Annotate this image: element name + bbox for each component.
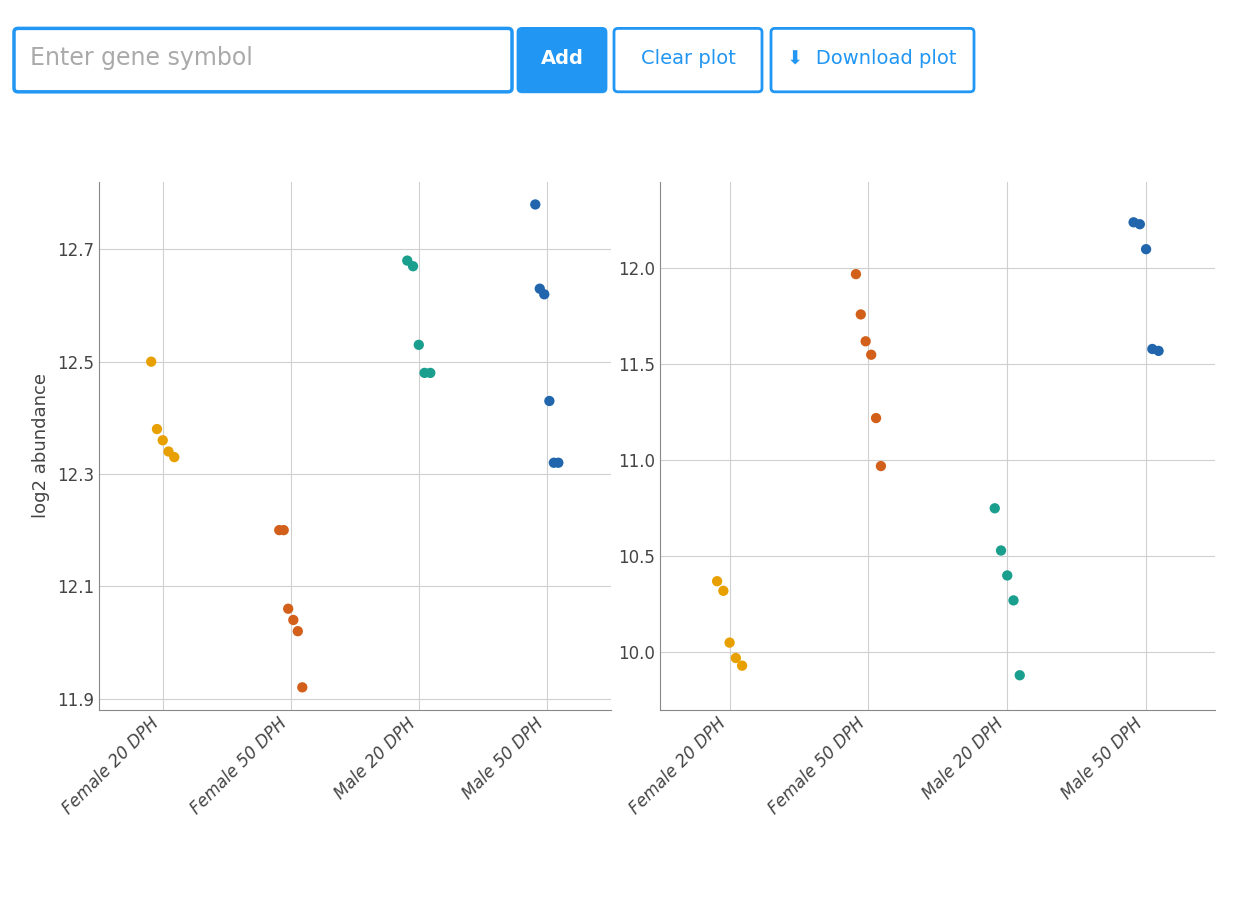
Point [851, 308, 871, 322]
Point [719, 635, 739, 650]
Point [847, 267, 866, 281]
Point [707, 574, 727, 589]
Point [404, 259, 423, 274]
Point [991, 543, 1011, 558]
Point [732, 658, 752, 672]
FancyBboxPatch shape [518, 28, 606, 92]
Point [142, 354, 162, 369]
Text: Add: Add [540, 49, 584, 67]
Point [1124, 215, 1144, 229]
Point [147, 421, 167, 436]
Point [415, 366, 434, 380]
Point [1143, 341, 1162, 356]
Point [726, 651, 745, 665]
Point [153, 433, 173, 448]
Point [856, 334, 876, 349]
Point [539, 394, 559, 409]
Point [279, 602, 299, 616]
Point [713, 583, 733, 598]
Point [292, 680, 312, 694]
Point [548, 456, 568, 470]
Text: ⬇  Download plot: ⬇ Download plot [787, 49, 956, 67]
Point [421, 366, 441, 380]
Point [997, 568, 1017, 582]
Point [1130, 217, 1150, 231]
Point [861, 348, 881, 362]
Point [397, 253, 417, 268]
Point [269, 523, 289, 538]
FancyBboxPatch shape [615, 28, 763, 92]
Point [866, 410, 886, 425]
Text: Enter gene symbol: Enter gene symbol [30, 46, 253, 70]
Text: LPL: LPL [914, 138, 961, 167]
Point [1003, 593, 1023, 608]
Y-axis label: log2 abundance: log2 abundance [32, 373, 49, 519]
Point [288, 624, 307, 639]
Point [985, 501, 1004, 516]
Point [408, 338, 428, 352]
Point [526, 197, 545, 212]
Point [534, 287, 554, 301]
Text: Clear plot: Clear plot [640, 49, 735, 67]
FancyBboxPatch shape [771, 28, 974, 92]
Point [159, 444, 179, 459]
Point [1149, 344, 1169, 359]
Point [871, 459, 891, 473]
FancyBboxPatch shape [14, 28, 512, 92]
Point [274, 523, 294, 538]
Point [164, 450, 184, 464]
Point [1137, 242, 1156, 257]
Point [284, 612, 304, 627]
Point [1009, 668, 1029, 682]
Point [544, 456, 564, 470]
Point [529, 281, 549, 296]
Text: CTSL: CTSL [320, 138, 390, 167]
